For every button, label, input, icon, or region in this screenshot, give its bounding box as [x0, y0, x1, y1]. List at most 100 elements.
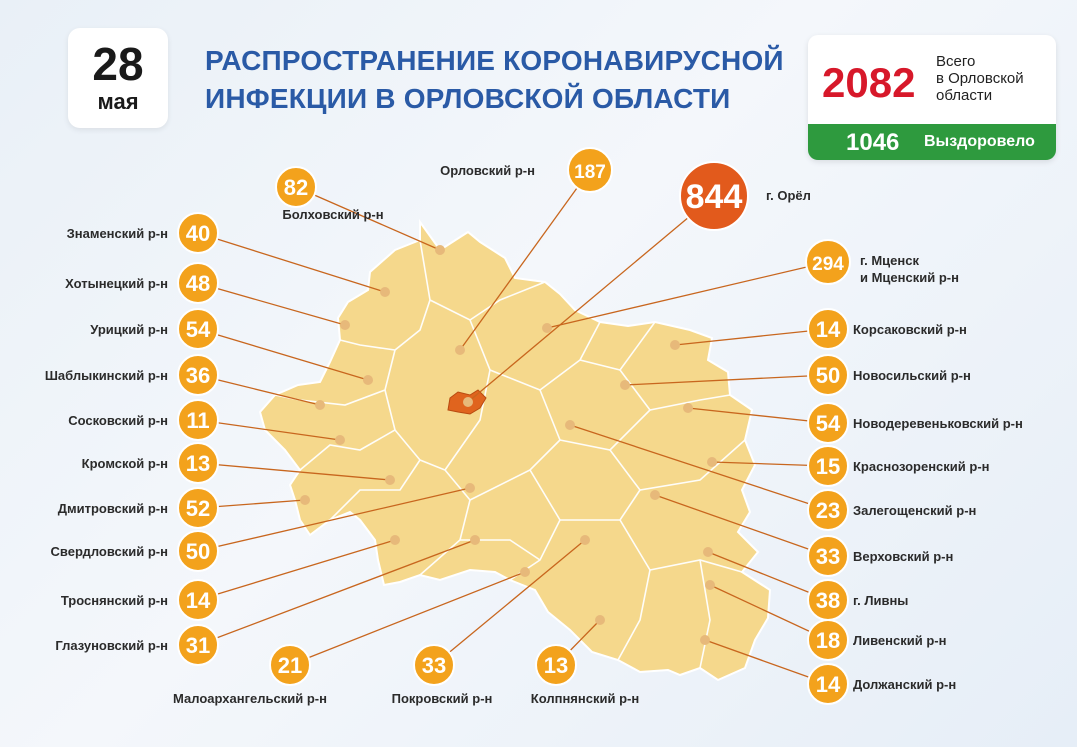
district-marker: 31 Глазуновский р-н — [55, 624, 219, 666]
district-dot — [465, 483, 475, 493]
district-borders — [274, 239, 746, 669]
leader-line — [704, 639, 829, 685]
district-dot — [385, 475, 395, 485]
oblast-shape — [258, 218, 772, 682]
district-marker: 187 Орловский р-н — [440, 147, 613, 193]
leader-line — [433, 539, 586, 666]
district-marker: 14 Должанский р-н — [807, 663, 956, 705]
district-marker: 54 Урицкий р-н — [90, 308, 219, 350]
district-badge — [679, 161, 749, 231]
district-name: Краснозоренский р-н — [853, 459, 990, 474]
district-value: 18 — [816, 628, 840, 653]
district-name: Урицкий р-н — [90, 322, 168, 337]
district-marker: 48 Хотынецкий р-н — [65, 262, 219, 304]
district-dot — [670, 340, 680, 350]
district-value: 14 — [816, 317, 841, 342]
leader-line — [687, 407, 829, 424]
leader-line — [197, 487, 471, 552]
district-dot — [565, 420, 575, 430]
date-month: мая — [97, 89, 139, 114]
district-name: Малоархангельский р-н — [173, 691, 327, 706]
leader-line — [624, 374, 829, 386]
recovered-bar: 1046 Выздоровело — [808, 124, 1056, 160]
district-value: 844 — [686, 178, 743, 216]
district-badge — [177, 262, 219, 304]
title-line-2: ИНФЕКЦИИ В ОРЛОВСКОЙ ОБЛАСТИ — [205, 83, 731, 114]
district-name: г. Орёл — [766, 188, 811, 203]
district-badge — [807, 663, 849, 705]
district-marker: 52 Дмитровский р-н — [58, 487, 219, 529]
district-badge — [807, 354, 849, 396]
district-badge — [177, 442, 219, 484]
district-marker: 50 Новосильский р-н — [807, 354, 971, 396]
district-value: 21 — [278, 653, 302, 678]
district-badge — [177, 399, 219, 441]
district-name: г. Мценск — [860, 253, 919, 268]
district-name: Кромской р-н — [82, 456, 168, 471]
district-value: 187 — [574, 162, 606, 183]
district-badge — [535, 644, 577, 686]
leader-line — [654, 494, 829, 557]
district-marker: 844 г. Орёл — [679, 161, 811, 231]
leader-line — [197, 539, 476, 646]
district-name: г. Ливны — [853, 593, 908, 608]
district-name: Новосильский р-н — [853, 368, 971, 383]
district-value: 15 — [816, 454, 840, 479]
district-badge — [177, 530, 219, 572]
district-name: Ливенский р-н — [853, 633, 946, 648]
district-marker: 23 Залегощенский р-н — [807, 489, 976, 531]
page-title: РАСПРОСТРАНЕНИЕ КОРОНАВИРУСНОЙ ИНФЕКЦИИ … — [205, 42, 805, 118]
district-dot — [435, 245, 445, 255]
district-name: Залегощенский р-н — [853, 503, 976, 518]
district-value: 294 — [812, 254, 844, 275]
district-dot — [380, 287, 390, 297]
district-name: Корсаковский р-н — [853, 322, 967, 337]
district-dot — [520, 567, 530, 577]
district-marker: 13 Колпнянский р-н — [531, 644, 639, 706]
district-badge — [807, 308, 849, 350]
district-name: Троснянский р-н — [61, 593, 168, 608]
district-value: 54 — [816, 411, 841, 436]
district-marker: 38 г. Ливны — [807, 579, 908, 621]
district-badge — [177, 487, 219, 529]
district-dot — [707, 457, 717, 467]
district-name: Верховский р-н — [853, 549, 953, 564]
district-marker: 15 Краснозоренский р-н — [807, 445, 990, 487]
district-marker: 54 Новодеревеньковский р-н — [807, 402, 1023, 444]
district-name: Знаменский р-н — [67, 226, 168, 241]
district-name: Свердловский р-н — [51, 544, 168, 559]
district-dot — [542, 323, 552, 333]
district-badge — [275, 166, 317, 208]
district-marker: 11 Сосковский р-н — [68, 399, 219, 441]
leader-line — [467, 195, 715, 403]
district-badge — [807, 445, 849, 487]
recovered-label: Выздоровело — [924, 133, 1035, 150]
district-dots — [300, 245, 717, 645]
leader-line — [197, 419, 341, 441]
district-value: 50 — [816, 363, 840, 388]
district-marker: 14 Троснянский р-н — [61, 579, 219, 621]
leader-line — [289, 571, 526, 666]
district-badges: 187 Орловский р-н 844 г. Орёл 82 Болховский р… — [45, 147, 1023, 706]
district-badge — [177, 308, 219, 350]
district-value: 14 — [186, 588, 211, 613]
district-badge — [807, 402, 849, 444]
leader-line — [197, 232, 386, 293]
district-name: Болховский р-н — [282, 207, 383, 222]
district-badge — [177, 624, 219, 666]
district-dot — [335, 435, 345, 445]
district-badge — [807, 489, 849, 531]
district-dot — [705, 580, 715, 590]
district-value: 50 — [186, 539, 210, 564]
district-marker: 36 Шаблыкинский р-н — [45, 354, 219, 396]
total-label-line-2: в Орловской — [936, 70, 1024, 87]
totals-card: 2082 Всего в Орловской области 1046 Вызд… — [808, 35, 1056, 160]
recovered-count: 1046 — [846, 129, 900, 156]
leader-line — [197, 328, 369, 381]
district-name: Новодеревеньковский р-н — [853, 416, 1023, 431]
district-value: 36 — [186, 363, 210, 388]
district-value: 33 — [816, 544, 840, 569]
district-marker: 82 Болховский р-н — [275, 166, 384, 222]
district-name: Орловский р-н — [440, 163, 535, 178]
